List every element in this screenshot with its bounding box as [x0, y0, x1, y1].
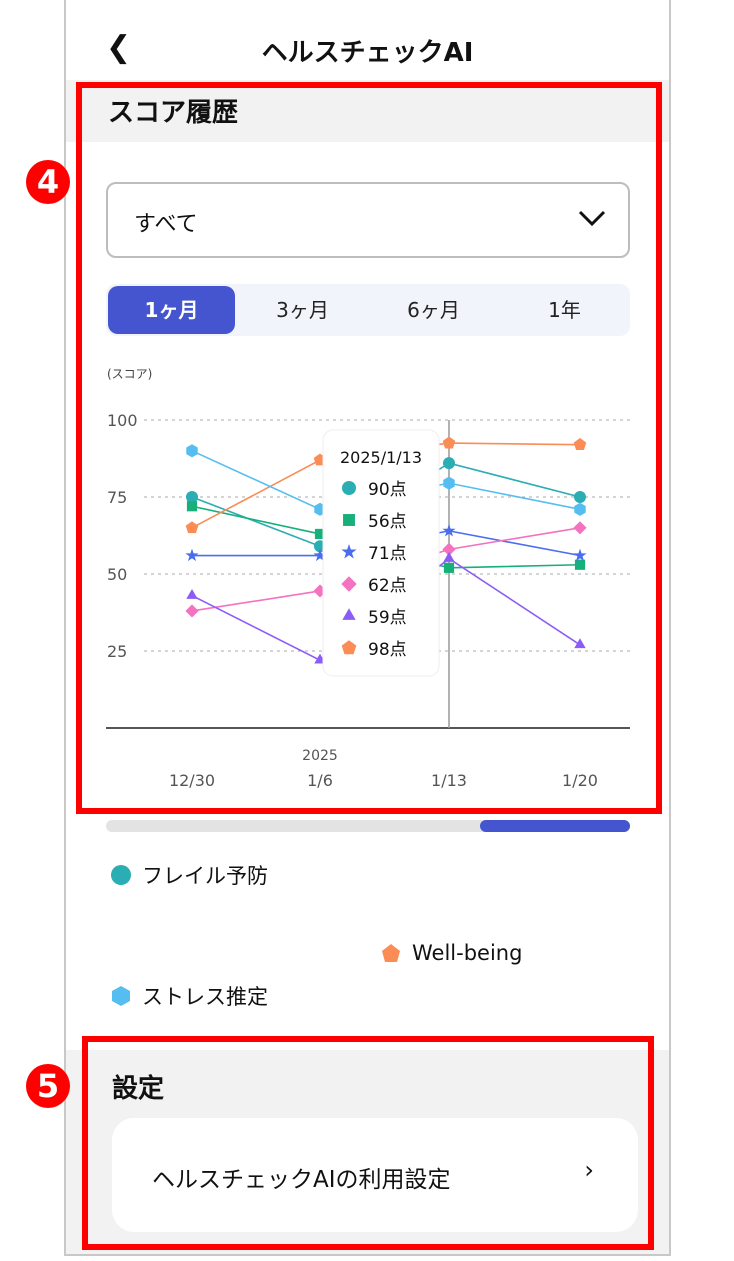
y-tick-label: 25 [107, 642, 127, 661]
period-selector: 1ヶ月 3ヶ月 6ヶ月 1年 [106, 284, 630, 336]
pentagon-marker [341, 640, 357, 655]
circle-marker [443, 457, 455, 470]
tooltip-value: 59点 [368, 608, 407, 628]
tooltip-title: 2025/1/13 [340, 448, 422, 467]
tab-6-months[interactable]: 6ヶ月 [407, 298, 460, 322]
section-title: 設定 [112, 1074, 165, 1104]
square-marker [443, 562, 455, 573]
chevron-left-icon[interactable]: ❮ [106, 30, 132, 65]
y-tick-label: 50 [107, 565, 127, 584]
star-marker [573, 548, 587, 562]
phone-screen: ❮ ヘルスチェックAI スコア履歴 すべて 1ヶ月 3ヶ月 6ヶ月 1年 (スコ… [64, 0, 671, 1256]
legend-label: ストレス推定 [142, 985, 268, 1009]
tab-3-months[interactable]: 3ヶ月 [276, 298, 329, 322]
diamond-marker [185, 604, 199, 618]
score-history-header: スコア履歴 [66, 80, 669, 142]
square-marker [314, 528, 326, 540]
triangle-marker [342, 608, 356, 620]
annotation-box-5 [82, 1036, 654, 1250]
score-chart[interactable]: (スコア) 25 50 75 100 12/30 1/6 1/13 1/20 2025 2025/1… [66, 355, 670, 805]
star-marker [442, 523, 456, 537]
x-tick-label: 12/30 [169, 771, 215, 790]
tooltip-value: 56点 [368, 512, 407, 532]
tab-1-year[interactable]: 1年 [548, 298, 581, 322]
star-marker [313, 548, 327, 562]
hexagon-marker [186, 444, 198, 458]
circle-marker [186, 491, 198, 503]
chevron-down-icon [578, 210, 606, 227]
legend-label: フレイル予防 [142, 864, 268, 888]
settings-item-label: ヘルスチェックAIの利用設定 [152, 1167, 451, 1193]
dropdown-value: すべて [134, 212, 198, 237]
pentagon-icon [382, 944, 400, 962]
pentagon-marker [442, 436, 456, 449]
chevron-right-icon: › [584, 1156, 594, 1184]
annotation-badge-4: 4 [26, 160, 70, 204]
x-tick-label: 1/13 [431, 771, 467, 790]
tooltip-value: 98点 [368, 640, 407, 660]
x-tick-label: 1/6 [307, 771, 333, 790]
usage-settings-item[interactable]: ヘルスチェックAIの利用設定 › [112, 1118, 638, 1232]
legend-item: フレイル予防 [110, 860, 268, 890]
tooltip-value: 62点 [368, 576, 407, 596]
hexagon-marker [443, 476, 455, 490]
y-axis-label: (スコア) [107, 367, 152, 381]
tab-1-month[interactable]: 1ヶ月 [108, 286, 235, 334]
settings-section: 設定 ヘルスチェックAIの利用設定 › [66, 1050, 669, 1254]
scrollbar-thumb[interactable] [480, 820, 630, 832]
hexagon-marker [574, 502, 586, 516]
y-tick-label: 75 [107, 488, 127, 507]
diamond-marker [341, 576, 357, 592]
category-dropdown[interactable]: すべて [106, 182, 630, 258]
header: ❮ ヘルスチェックAI [66, 0, 669, 88]
section-title: スコア履歴 [108, 98, 239, 128]
star-marker [341, 543, 357, 559]
y-tick-label: 100 [107, 411, 138, 430]
tooltip-value: 90点 [368, 480, 407, 500]
legend-item: ストレス推定 [110, 981, 268, 1011]
hexagon-icon [112, 986, 130, 1006]
triangle-marker [574, 638, 586, 649]
annotation-box-4 [76, 82, 662, 814]
square-marker [574, 559, 586, 570]
diamond-marker [573, 521, 587, 535]
page-title: ヘルスチェックAI [261, 38, 474, 68]
pentagon-marker [573, 438, 587, 450]
triangle-marker [186, 588, 198, 599]
tooltip: 2025/1/13 90点 56点 71点 62点 59点 98点 [322, 429, 440, 677]
tooltip-value: 71点 [368, 544, 407, 564]
circle-marker [342, 481, 356, 495]
legend-item: Well-being [380, 941, 522, 965]
square-marker [343, 514, 355, 526]
pentagon-marker [185, 521, 199, 534]
chart-scrollbar[interactable] [106, 820, 630, 832]
circle-icon [111, 865, 131, 885]
legend-label: Well-being [412, 941, 523, 965]
annotation-badge-5: 5 [26, 1064, 70, 1108]
triangle-marker [443, 552, 455, 562]
circle-marker [574, 491, 586, 503]
x-tick-label: 1/20 [562, 771, 598, 790]
x-year-label: 2025 [302, 748, 338, 764]
star-marker [185, 548, 199, 562]
square-marker [186, 501, 198, 512]
